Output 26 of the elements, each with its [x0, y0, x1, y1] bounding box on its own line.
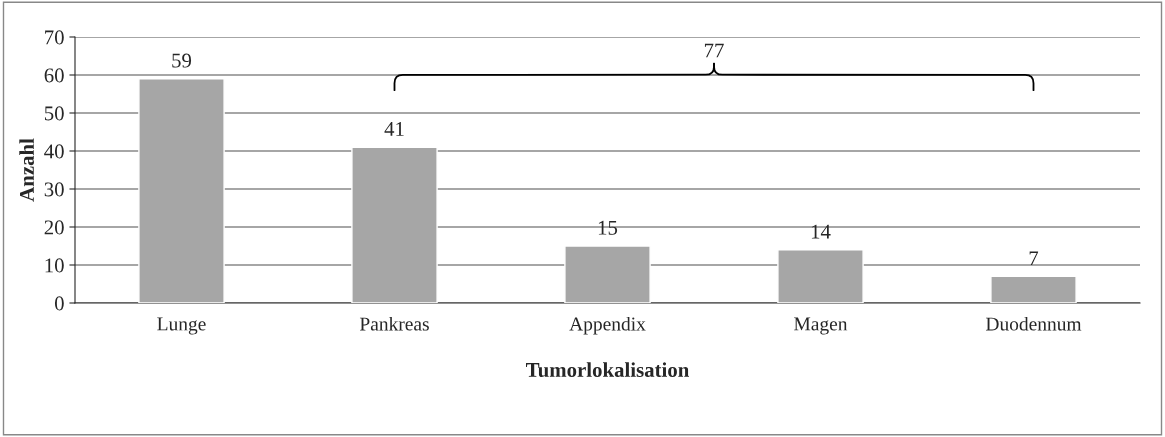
data-label: 59	[172, 53, 192, 68]
y-tick-label: 10	[45, 258, 64, 273]
data-label: 41	[384, 122, 404, 136]
y-tick-label: 0	[54, 296, 64, 311]
bar	[564, 245, 651, 303]
x-axis-title: Tumorlokalisation	[526, 362, 690, 378]
y-tick-label: 60	[44, 68, 64, 83]
x-tick-label: Magen	[794, 317, 848, 335]
x-tick-label: Appendix	[569, 316, 646, 335]
x-tick-label: Duodennum	[985, 316, 1082, 331]
annotation: 77	[704, 43, 724, 58]
y-tick-label: 40	[44, 144, 64, 159]
bar	[777, 249, 864, 303]
y-axis-title: Anzahl	[19, 138, 34, 202]
data-label: 14	[811, 224, 831, 239]
x-tick-label: Lunge	[157, 317, 206, 335]
y-tick-label: 30	[44, 182, 64, 197]
y-tick-label: 70	[45, 30, 64, 45]
y-tick-label: 50	[44, 106, 64, 121]
y-tick-label: 20	[44, 220, 64, 235]
bar	[138, 78, 225, 303]
data-label: 7	[1029, 251, 1039, 266]
x-tick-label: Pankreas	[359, 316, 429, 331]
bar	[351, 146, 438, 303]
bar	[990, 275, 1077, 303]
data-label: 15	[598, 220, 618, 235]
